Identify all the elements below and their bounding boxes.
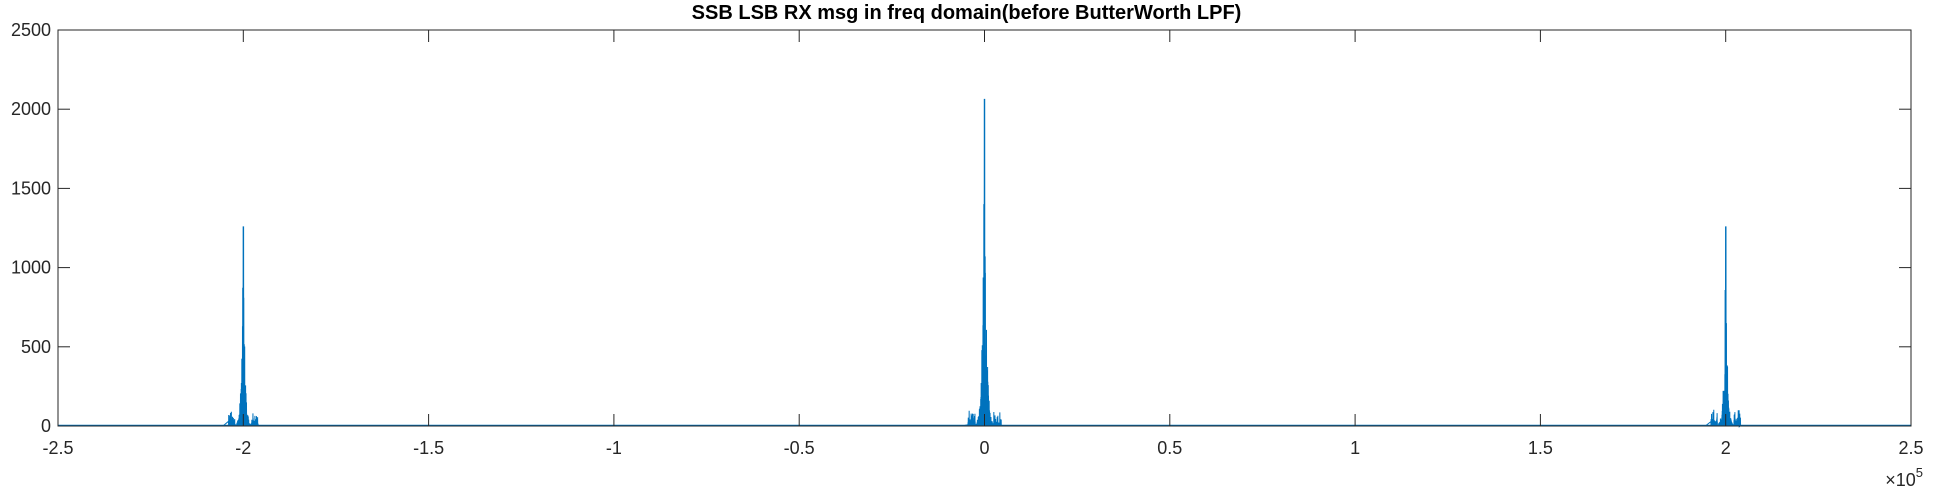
x-tick-label: 0: [979, 438, 989, 458]
x-tick-label: 0.5: [1157, 438, 1182, 458]
x-tick-label: -2: [235, 438, 251, 458]
x-tick-label: 1.5: [1528, 438, 1553, 458]
x-tick-label: -1.5: [413, 438, 444, 458]
x-exponent-power: 5: [1916, 465, 1923, 480]
y-tick-label: 1500: [11, 178, 51, 198]
x-tick-label: 2: [1721, 438, 1731, 458]
y-tick-label: 0: [41, 416, 51, 436]
y-tick-label: 1000: [11, 258, 51, 278]
x-tick-label: 2.5: [1898, 438, 1923, 458]
x-tick-label: 1: [1350, 438, 1360, 458]
spectrum-line: [58, 98, 1911, 428]
y-tick-label: 2500: [11, 20, 51, 40]
chart-title: SSB LSB RX msg in freq domain(before But…: [691, 2, 1242, 24]
x-tick-label: -2.5: [42, 438, 73, 458]
y-tick-label: 500: [21, 337, 51, 357]
x-exponent-label: ×105: [1885, 465, 1923, 490]
x-tick-label: -1: [606, 438, 622, 458]
y-tick-label: 2000: [11, 99, 51, 119]
x-tick-label: -0.5: [784, 438, 815, 458]
